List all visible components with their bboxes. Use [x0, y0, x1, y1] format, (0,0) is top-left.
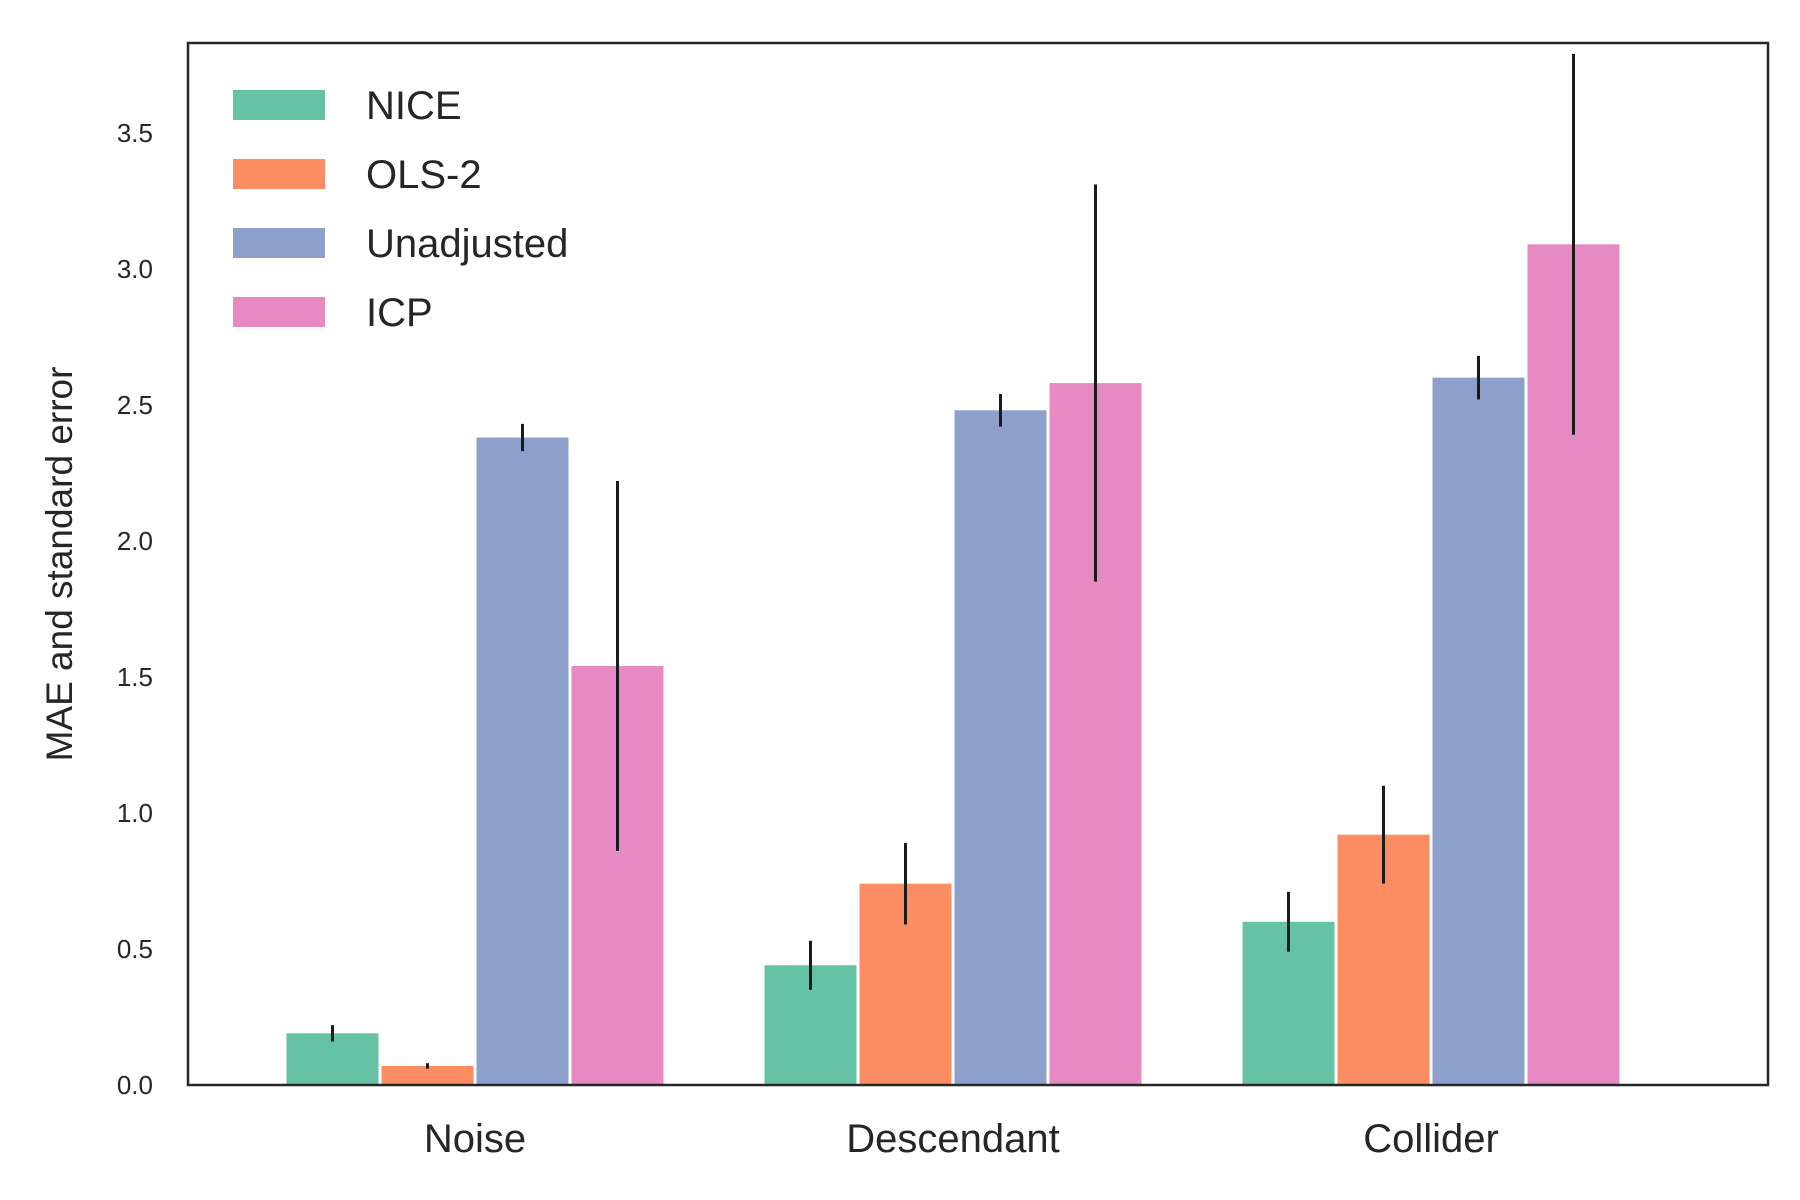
- legend: NICE OLS-2 Unadjusted ICP: [233, 84, 568, 335]
- y-tick-label: 2.5: [117, 390, 153, 420]
- bars-layer: [286, 244, 1620, 1086]
- bar-ols-2-noise: [381, 1065, 474, 1085]
- legend-swatch: [233, 159, 325, 189]
- legend-swatch: [233, 90, 325, 120]
- plot-frame: [186, 41, 1770, 1087]
- legend-label: Unadjusted: [366, 222, 568, 266]
- y-axis-ticks: 0.0 0.5 1.0 1.5 2.0 2.5 3.0 3.5: [117, 118, 153, 1100]
- y-tick-label: 1.0: [117, 798, 153, 828]
- legend-label: NICE: [366, 84, 462, 128]
- x-axis-ticks: Noise Descendant Collider: [424, 1117, 1499, 1161]
- legend-swatch: [233, 228, 325, 258]
- bar-unadjusted-descendant: [954, 410, 1047, 1085]
- y-tick-label: 3.0: [117, 254, 153, 284]
- error-bars-layer: [331, 53, 1575, 1069]
- bar-nice-noise: [286, 1033, 379, 1085]
- y-tick-label: 1.5: [117, 662, 153, 692]
- x-tick-label: Noise: [424, 1117, 526, 1161]
- legend-label: ICP: [366, 291, 433, 335]
- y-axis-title: MAE and standard error: [39, 367, 80, 762]
- y-tick-label: 3.5: [117, 118, 153, 148]
- y-tick-label: 2.0: [117, 526, 153, 556]
- y-tick-label: 0.5: [117, 934, 153, 964]
- bar-unadjusted-noise: [476, 437, 569, 1086]
- legend-label: OLS-2: [366, 153, 482, 197]
- y-tick-label: 0.0: [117, 1070, 153, 1100]
- x-tick-label: Descendant: [846, 1117, 1059, 1161]
- legend-swatch: [233, 297, 325, 327]
- x-tick-label: Collider: [1363, 1117, 1499, 1161]
- bar-unadjusted-collider: [1432, 377, 1525, 1085]
